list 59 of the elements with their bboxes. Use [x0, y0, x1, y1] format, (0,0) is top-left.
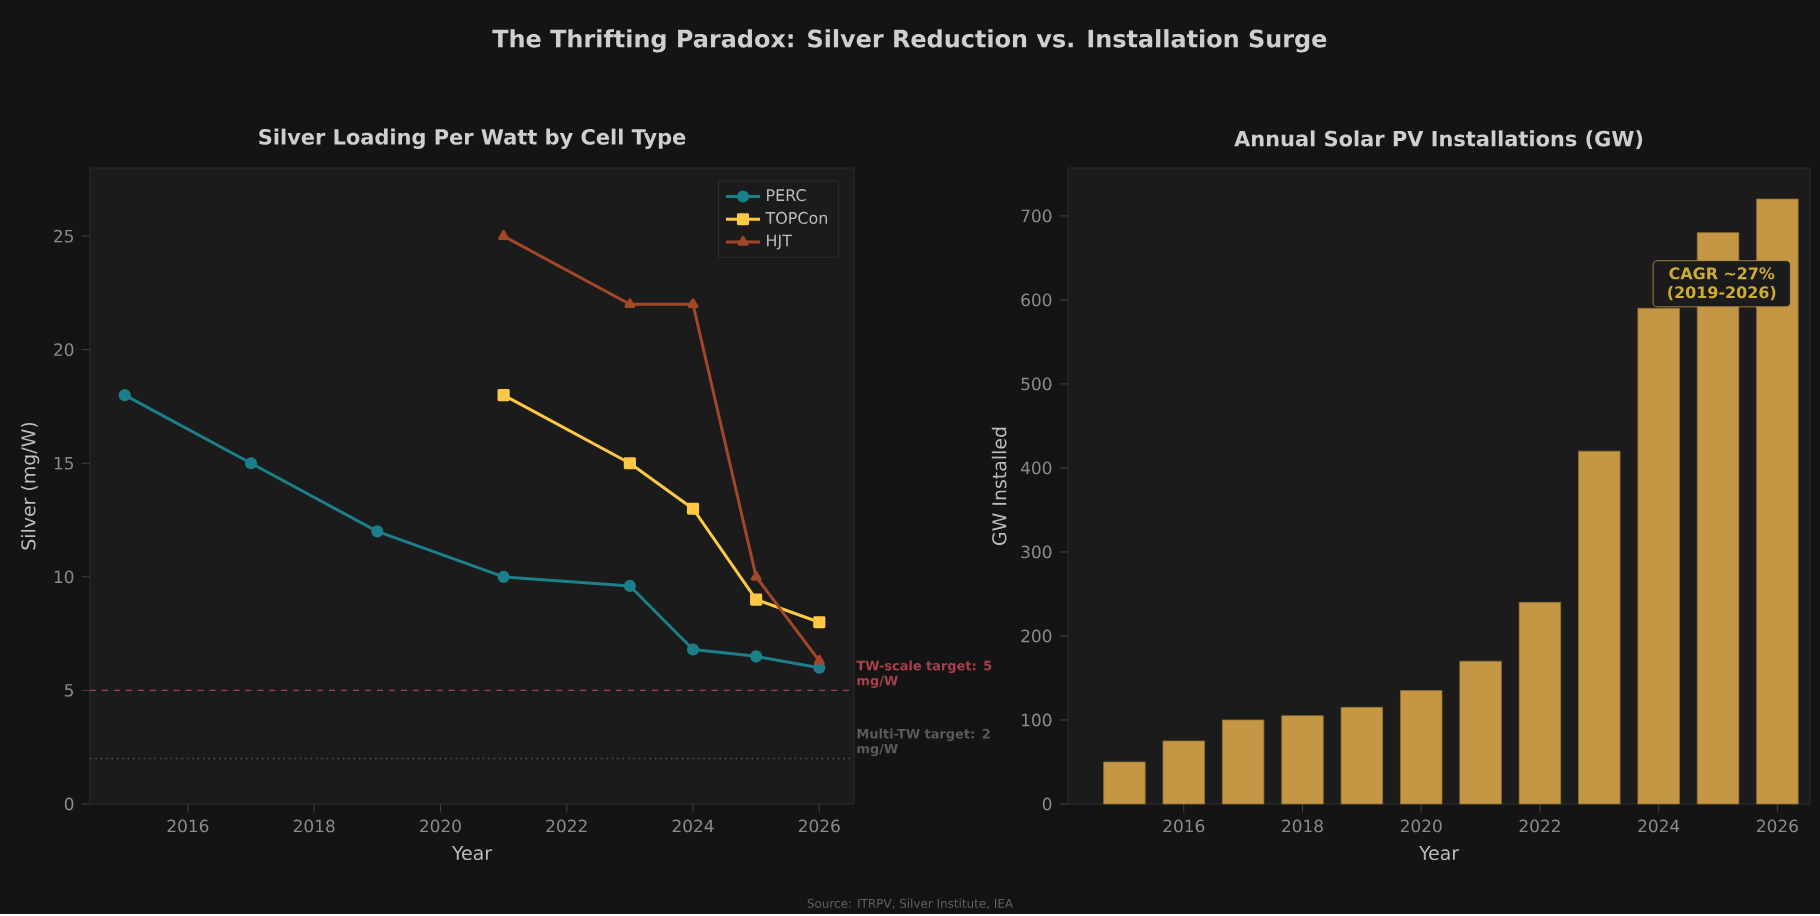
point: [624, 298, 636, 309]
point: [750, 570, 762, 581]
bar: [1162, 740, 1205, 805]
y-tick-label: 100: [1022, 713, 1052, 727]
x-tick-label: 2026: [798, 819, 840, 833]
point: [686, 643, 700, 656]
chart-title: Silver Loading Per Watt by Cell Type: [259, 128, 686, 150]
x-tick-label: 2026: [1757, 819, 1798, 833]
y-tick-label: 400: [1020, 461, 1052, 475]
point: [623, 579, 636, 593]
bar: [1340, 707, 1384, 805]
x-tick-label: 2024: [1638, 819, 1680, 833]
point: [497, 389, 510, 402]
x-tick-label: 2022: [1519, 819, 1560, 833]
point: [497, 570, 510, 584]
point: [371, 525, 384, 538]
x-tick-label: 2022: [546, 819, 587, 833]
point: [750, 593, 763, 606]
point: [686, 502, 700, 515]
bar: [1400, 690, 1443, 805]
y-tick-label: 300: [1021, 545, 1052, 559]
y-tick-label: 600: [1021, 293, 1052, 307]
text: The Thrifting Paradox: Silver Reduction vs. Installation Surge: [492, 29, 1327, 53]
bar: [1221, 719, 1265, 805]
y-tick-label: 10: [54, 570, 74, 584]
point: [687, 298, 699, 309]
point: [813, 654, 825, 665]
point: [118, 389, 131, 402]
x-tick-label: 2020: [420, 819, 461, 833]
y-tick-label: 25: [54, 229, 73, 243]
x-tick-label: 2018: [293, 819, 335, 833]
y-tick-label: 700: [1021, 209, 1052, 223]
y-tick-label: 0: [64, 797, 74, 811]
bar: [1281, 715, 1324, 805]
point: [750, 650, 763, 663]
bar: [1578, 450, 1621, 805]
y-tick-label: 200: [1021, 629, 1052, 643]
x-tick-label: 2018: [1282, 819, 1323, 833]
point: [623, 457, 636, 470]
bar: [1103, 761, 1146, 805]
y-tick-label: 20: [54, 343, 74, 357]
point: [813, 616, 826, 629]
bar: [1518, 602, 1562, 805]
y-tick-label: 0: [1042, 797, 1052, 811]
bar: [1459, 660, 1502, 805]
y-tick-label: 15: [54, 457, 73, 470]
x-tick-label: 2016: [167, 819, 209, 833]
x-tick-label: 2020: [1400, 819, 1442, 833]
chart-title: Annual Solar PV Installations (GW): [1234, 130, 1643, 150]
y-tick-label: 500: [1021, 377, 1052, 391]
x-axis-title: Year: [1418, 846, 1460, 861]
point: [244, 457, 258, 470]
y-axis-title: Silver (mg/W): [20, 423, 40, 550]
x-tick-label: 2024: [672, 819, 714, 833]
x-tick-label: 2016: [1163, 819, 1205, 833]
y-tick-label: 5: [65, 684, 73, 697]
point: [498, 230, 510, 241]
x-axis-title: Year: [451, 846, 493, 861]
y-axis-title: GW Installed: [991, 427, 1007, 546]
